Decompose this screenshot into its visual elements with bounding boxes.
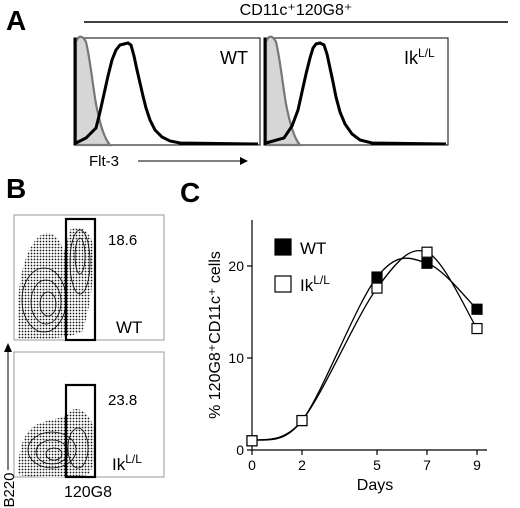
dotplot-ikl-percent: 23.8: [108, 392, 137, 409]
dotplot-wt-contour-5: [74, 237, 86, 275]
y-tick-label: 10: [228, 350, 244, 366]
panel-b-xlabel: 120G8: [64, 484, 112, 501]
histogram-ikl: IkL/L: [263, 35, 449, 147]
panel-b-ylabel: B220: [1, 472, 18, 507]
dotplot-wt-scatter-cloud: [17, 227, 94, 340]
histogram-ikl-control-fill: [264, 35, 303, 147]
data-point-wt: [421, 257, 433, 269]
panel-b-yarrow-head: [4, 343, 12, 352]
line-chart: 0 2 5 7 9 0 10 20 % 120G8⁺CD11c⁺ cells Days WT …: [207, 220, 487, 494]
data-point-ikl: [296, 414, 308, 427]
x-tick-label: 5: [373, 457, 381, 473]
dotplot-wt-contour-3: [39, 291, 57, 317]
histogram-ikl-genotype: IkL/L: [404, 46, 435, 68]
histogram-wt-control-fill: [74, 35, 113, 147]
y-axis-label: % 120G8⁺CD11c⁺ cells: [207, 251, 224, 419]
panel-a-xarrow-head: [240, 157, 248, 165]
dotplot-ikl-scatter-cloud: [18, 408, 96, 478]
x-tick-label: 7: [423, 457, 431, 473]
dotplot-wt: 18.6 WT: [13, 214, 165, 342]
histogram-wt: WT: [73, 35, 261, 147]
y-tick-label: 20: [228, 258, 244, 274]
dotplot-ikl-contour-3: [45, 447, 63, 461]
histogram-wt-sample-line: [75, 41, 259, 146]
legend-ikl-marker: [274, 275, 292, 293]
dotplot-wt-contour-2: [30, 279, 62, 325]
legend-wt-label: WT: [300, 239, 326, 258]
dotplot-ikl: 23.8 IkL/L: [13, 351, 165, 479]
dotplot-wt-contour-4: [69, 229, 91, 295]
panel-a-letter: A: [6, 5, 26, 36]
data-point-ikl: [246, 435, 258, 447]
data-point-ikl: [421, 246, 433, 258]
histogram-ikl-sample-line: [265, 41, 447, 146]
legend: WT IkL/L: [274, 238, 330, 295]
data-point-ikl: [371, 282, 383, 294]
dotplot-wt-gate: [64, 217, 97, 342]
dotplot-wt-genotype: WT: [116, 318, 142, 337]
legend-wt-marker: [274, 238, 292, 256]
panel-a-xlabel: Flt-3: [89, 153, 119, 170]
dotplot-ikl-contour-4: [67, 427, 89, 469]
data-point-wt: [371, 271, 383, 283]
data-point-ikl: [471, 322, 483, 335]
x-axis-label: Days: [357, 477, 393, 494]
dotplot-ikl-genotype: IkL/L: [112, 452, 142, 474]
x-tick-label: 0: [248, 457, 256, 473]
y-tick-label: 0: [236, 442, 244, 458]
x-tick-label: 9: [473, 457, 481, 473]
x-tick-label: 2: [298, 457, 306, 473]
panel-b-letter: B: [6, 173, 26, 204]
panel-c-letter: C: [180, 177, 200, 208]
legend-ikl-label: IkL/L: [300, 273, 330, 295]
dotplot-wt-percent: 18.6: [108, 232, 137, 249]
histogram-wt-genotype: WT: [220, 48, 248, 68]
dotplot-ikl-gate: [64, 383, 97, 479]
panel-a-header: CD11c⁺120G8⁺: [240, 2, 353, 19]
data-point-wt: [471, 303, 483, 315]
dotplot-ikl-contour-1: [27, 431, 77, 469]
